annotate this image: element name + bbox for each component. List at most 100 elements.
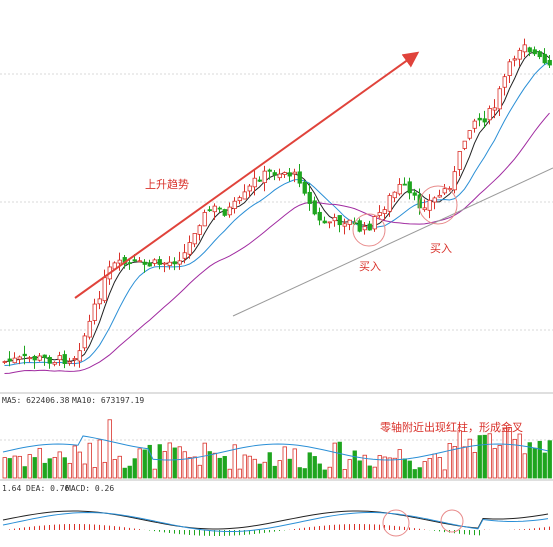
candle-body [502,76,507,88]
candle-body [422,207,427,211]
volume-bar [92,467,97,479]
volume-bar [187,457,192,479]
volume-bar [387,457,392,479]
volume-bar [7,458,12,479]
candle-body [357,220,362,232]
candle-body [82,335,87,349]
volume-bar [292,448,297,479]
volume-bar [377,455,382,479]
volume-bar [227,468,232,479]
volume-bar [42,462,47,479]
candle-body [127,262,132,264]
candle-body [287,172,292,177]
candle-body [242,191,247,200]
volume-bar [27,454,32,479]
candle-body [522,44,527,53]
trend-label: 上升趋势 [145,178,189,191]
volume-bar [172,447,177,479]
volume-bar [272,465,277,479]
candle-body [392,191,397,199]
volume-bar [512,438,517,479]
volume-bar [372,466,377,479]
macd-panel [2,510,550,536]
candle-body [377,212,382,216]
volume-bar [177,446,182,479]
candle-body [257,179,262,182]
candle-body [202,212,207,227]
candle-body [527,47,532,53]
macd-legend-macd: MACD: 0.26 [66,484,114,493]
volume-bar [117,455,122,479]
volume-bar [192,456,197,479]
candle-body [332,217,337,222]
volume-bar [137,448,142,479]
candle-body [172,261,177,265]
candle-body [92,303,97,321]
volume-bar [527,442,532,479]
volume-bar [532,447,537,479]
candle-body [337,215,342,226]
volume-bar [302,468,307,479]
candle-body [517,49,522,60]
candle-body [307,191,312,204]
ma-mid-line [4,61,550,367]
volume-bar [522,453,527,479]
volume-bar [517,433,522,479]
volume-bar [212,452,217,479]
candle-body [277,173,282,179]
volume-bar [402,458,407,479]
candle-body [197,225,202,235]
candle-body [162,262,167,265]
volume-bar [547,440,552,479]
volume-bar [17,455,22,479]
candle-body [532,49,537,55]
volume-bar [222,456,227,479]
candle-body [437,194,442,198]
candle-body [487,108,492,121]
candle-body [347,219,352,225]
volume-bar [162,451,167,479]
candle-body [412,192,417,196]
candle-body [7,358,12,362]
macd-legend-dea: DEA: 0.76 [26,484,70,493]
candle-body [467,130,472,139]
volume-bar [107,419,112,479]
volume-bar [482,434,487,479]
volume-bar [47,458,52,479]
volume-bar [287,458,292,479]
trend-arrow [74,51,420,299]
candle-body [462,140,467,149]
volume-bar [342,469,347,479]
candle-body [397,184,402,195]
candle-body [387,195,392,212]
volume-bar [32,457,37,479]
moving-average-lines [4,50,553,375]
candle-body [57,355,62,361]
candle-body [407,181,412,194]
volume-bar [112,459,117,479]
volume-bar [182,451,187,479]
candle-body [547,59,552,66]
volume-bar [537,440,542,479]
candle-body [317,211,322,221]
candle-body [22,353,27,357]
volume-bar [147,444,152,479]
volume-bar [242,454,247,479]
candle-body [432,197,437,203]
volume-bar [452,446,457,479]
volume-note: 零轴附近出现红柱，形成金叉 [380,420,523,434]
volume-bar [12,455,17,479]
volume-bar [62,457,67,479]
volume-bar [462,446,467,479]
candle-body [272,172,277,176]
volume-bar [417,467,422,479]
candle-body [32,355,37,361]
candle-body [232,200,237,209]
macd-cross-circle-1 [382,509,410,537]
candle-body [367,223,372,231]
buy-circle-2 [418,185,458,225]
candle-body [157,259,162,265]
volume-bar [437,457,442,479]
candle-body [27,357,32,360]
